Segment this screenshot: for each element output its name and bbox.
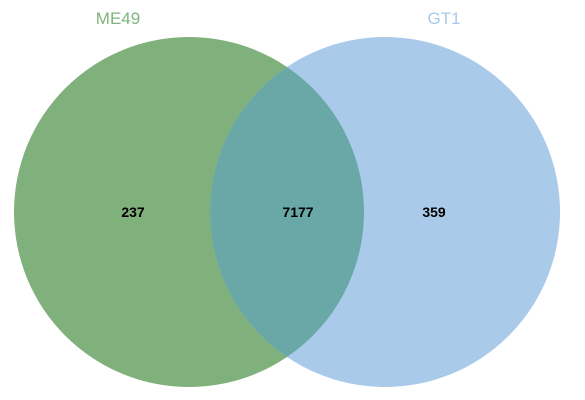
- set-a-label: ME49: [96, 9, 140, 28]
- count-only-b: 359: [422, 204, 446, 220]
- count-both: 7177: [282, 204, 313, 220]
- overlap-region: [210, 37, 364, 387]
- count-only-a: 237: [121, 204, 145, 220]
- set-b-label: GT1: [427, 9, 460, 28]
